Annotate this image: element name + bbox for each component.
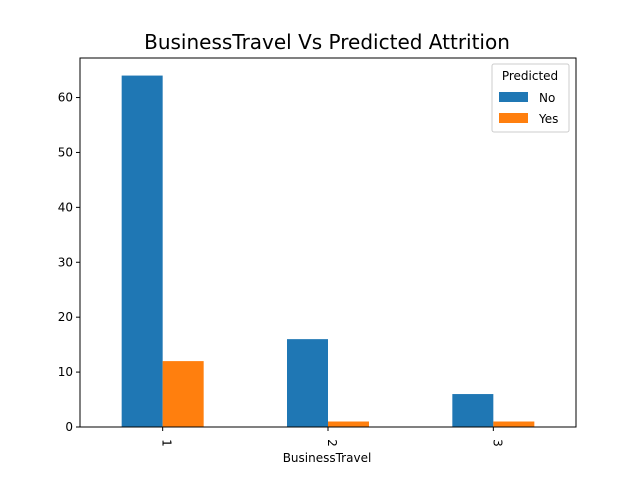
bar-no-3 xyxy=(452,394,494,427)
legend-swatch-yes xyxy=(499,113,528,123)
legend: Predicted No Yes xyxy=(491,63,570,133)
bar-no-1 xyxy=(121,75,163,428)
y-tick-label-50: 50 xyxy=(58,145,73,159)
plot-frame xyxy=(79,57,577,428)
legend-label-yes: Yes xyxy=(538,112,558,126)
bar-no-2 xyxy=(287,339,328,427)
y-tick-label-0: 0 xyxy=(65,420,73,434)
x-tick-label-1: 1 xyxy=(160,439,174,447)
x-axis-label: BusinessTravel xyxy=(283,451,372,465)
y-tick-label-30: 30 xyxy=(58,255,73,269)
bar-yes-1 xyxy=(162,361,204,427)
bar-yes-2 xyxy=(328,421,369,427)
legend-label-no: No xyxy=(539,91,555,105)
y-tick-label-60: 60 xyxy=(58,91,73,105)
x-tick-label-3: 3 xyxy=(490,439,504,447)
chart-title: BusinessTravel Vs Predicted Attrition xyxy=(144,30,510,54)
legend-swatch-no xyxy=(499,92,528,102)
legend-title: Predicted xyxy=(502,69,558,83)
y-tick-label-40: 40 xyxy=(58,200,73,214)
y-tick-label-10: 10 xyxy=(58,365,73,379)
x-tick-label-2: 2 xyxy=(325,439,339,447)
bar-yes-3 xyxy=(493,421,535,427)
y-tick-label-20: 20 xyxy=(58,310,73,324)
